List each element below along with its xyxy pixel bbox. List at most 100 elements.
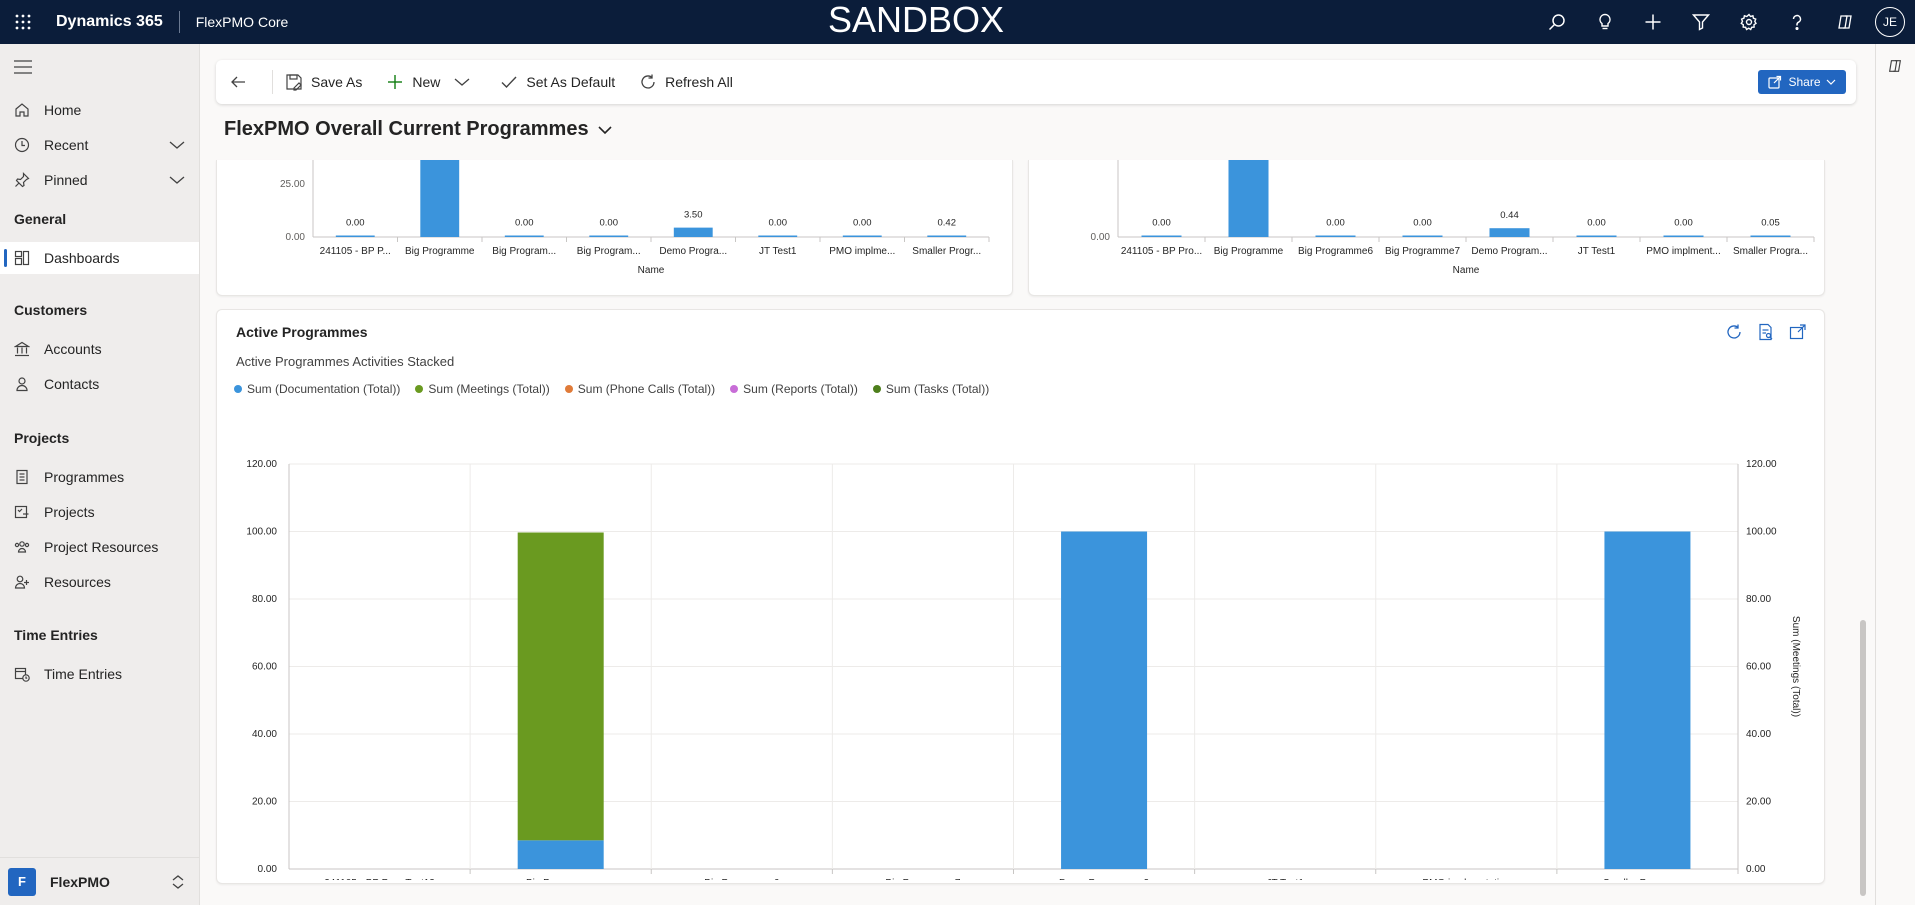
share-button[interactable]: Share xyxy=(1758,70,1846,94)
sidebar-item-dashboards[interactable]: Dashboards xyxy=(0,242,199,274)
sidebar-item-project-resources[interactable]: Project Resources xyxy=(0,531,199,563)
legend-item[interactable]: Sum (Documentation (Total)) xyxy=(234,382,400,396)
view-records-icon[interactable] xyxy=(1750,320,1782,344)
x-tick-label: 241105 - BP Prog Test13 xyxy=(324,878,435,880)
bank-icon xyxy=(14,341,30,357)
chevron-down-icon[interactable] xyxy=(169,173,185,189)
help-icon[interactable] xyxy=(1773,0,1821,44)
gear-icon[interactable] xyxy=(1725,0,1773,44)
legend-item[interactable]: Sum (Reports (Total)) xyxy=(730,382,858,396)
sidebar-item-label: Contacts xyxy=(44,376,100,392)
sidebar-item-projects[interactable]: Projects xyxy=(0,496,199,528)
x-tick-label: Demo Programme 2 xyxy=(1059,878,1149,880)
legend-item[interactable]: Sum (Tasks (Total)) xyxy=(872,382,990,396)
user-avatar[interactable]: JE xyxy=(1875,7,1905,37)
sidebar-item-programmes[interactable]: Programmes xyxy=(0,461,199,493)
y2-tick-label: 120.00 xyxy=(1746,459,1777,470)
expand-icon[interactable] xyxy=(1782,320,1814,344)
save-as-button[interactable]: Save As xyxy=(277,60,370,104)
app-launcher-icon[interactable] xyxy=(0,0,46,44)
bar[interactable] xyxy=(927,235,967,238)
hamburger-menu-icon[interactable] xyxy=(14,60,32,79)
set-as-default-button[interactable]: Set As Default xyxy=(492,60,623,104)
legend-label: Sum (Tasks (Total)) xyxy=(885,382,990,396)
sidebar-item-label: Resources xyxy=(44,574,111,590)
new-button[interactable]: New xyxy=(378,60,448,104)
sidebar-item-contacts[interactable]: Contacts xyxy=(0,368,199,400)
bar[interactable] xyxy=(1402,235,1443,238)
sidebar-item-label: Programmes xyxy=(44,469,125,485)
legend-marker xyxy=(872,385,881,393)
app-name[interactable]: FlexPMO Core xyxy=(195,14,289,30)
sidebar-item-pinned[interactable]: Pinned xyxy=(0,164,199,196)
bar[interactable] xyxy=(1576,235,1617,238)
copilot-pane-icon[interactable] xyxy=(1887,58,1903,79)
legend-item[interactable]: Sum (Phone Calls (Total)) xyxy=(564,382,715,396)
bar[interactable] xyxy=(673,227,713,237)
bar[interactable] xyxy=(504,235,544,238)
data-label: 0.00 xyxy=(1674,218,1693,229)
y2-tick-label: 60.00 xyxy=(1746,662,1771,673)
top-chart-card-1: 25.00 0.00 0.00 241105 - BP P... Big Program… xyxy=(216,160,1013,296)
data-label: 0.00 xyxy=(1587,218,1606,229)
back-button[interactable] xyxy=(216,60,268,104)
bar[interactable] xyxy=(1750,235,1791,238)
page-scrollbar[interactable] xyxy=(1860,620,1866,896)
bar[interactable] xyxy=(1141,235,1182,238)
project-icon xyxy=(14,504,30,520)
bar[interactable] xyxy=(1489,228,1530,237)
chevron-down-icon[interactable] xyxy=(169,138,185,154)
plus-icon[interactable] xyxy=(1629,0,1677,44)
sidebar-item-time-entries[interactable]: Time Entries xyxy=(0,658,199,690)
legend-label: Sum (Documentation (Total)) xyxy=(247,382,401,396)
x-axis-title: Name xyxy=(638,265,665,276)
refresh-all-button[interactable]: Refresh All xyxy=(631,60,741,104)
bar[interactable] xyxy=(1663,235,1704,238)
bar[interactable] xyxy=(842,235,882,238)
bar[interactable] xyxy=(335,235,375,238)
brand-name[interactable]: Dynamics 365 xyxy=(56,13,163,30)
y2-tick-label: 20.00 xyxy=(1746,797,1771,808)
sidebar-item-resources[interactable]: Resources xyxy=(0,566,199,598)
new-dropdown-button[interactable] xyxy=(448,60,484,104)
bar[interactable] xyxy=(420,160,460,237)
y-tick-label: 100.00 xyxy=(246,527,277,538)
chevron-up-down-icon[interactable] xyxy=(171,874,185,895)
bar[interactable] xyxy=(589,235,629,238)
search-icon[interactable] xyxy=(1533,0,1581,44)
data-label: 0.00 xyxy=(346,218,365,229)
refresh-icon xyxy=(641,74,655,89)
data-label: 0.00 xyxy=(1152,218,1171,229)
sidebar-item-label: Recent xyxy=(44,137,89,153)
data-label: 0.00 xyxy=(1326,218,1345,229)
bar-segment[interactable] xyxy=(517,840,604,869)
bar-segment[interactable] xyxy=(1604,531,1691,870)
area-switcher[interactable]: F FlexPMO xyxy=(0,857,199,905)
x-tick-label: JT Test1 xyxy=(1578,246,1616,257)
x-tick-label: Big Programme7 xyxy=(1385,246,1460,257)
bar[interactable] xyxy=(1315,235,1356,238)
top-chart-2: 0.00 0.00 241105 - BP Pro... Big Programme 0… xyxy=(1091,160,1815,276)
sidebar-item-accounts[interactable]: Accounts xyxy=(0,333,199,365)
bar[interactable] xyxy=(758,235,798,238)
bar[interactable] xyxy=(1228,160,1269,237)
bar-segment[interactable] xyxy=(517,532,604,841)
y-tick-label: 20.00 xyxy=(252,797,277,808)
data-label: 0.00 xyxy=(769,218,788,229)
filter-icon[interactable] xyxy=(1677,0,1725,44)
refresh-icon[interactable] xyxy=(1718,320,1750,344)
lightbulb-icon[interactable] xyxy=(1581,0,1629,44)
calendar-clock-icon xyxy=(14,666,30,682)
legend-item[interactable]: Sum (Meetings (Total)) xyxy=(415,382,550,396)
home-icon xyxy=(14,102,30,118)
y2-tick-label: 100.00 xyxy=(1746,527,1777,538)
dashboard-title-selector[interactable]: FlexPMO Overall Current Programmes xyxy=(224,118,613,141)
refresh-all-label: Refresh All xyxy=(665,74,733,90)
legend-marker xyxy=(234,385,242,393)
sidebar-item-recent[interactable]: Recent xyxy=(0,129,199,161)
right-rail xyxy=(1875,44,1915,905)
bar-segment[interactable] xyxy=(1061,531,1148,870)
copilot-icon[interactable] xyxy=(1821,0,1869,44)
sidebar-item-home[interactable]: Home xyxy=(0,94,199,126)
data-label: 0.44 xyxy=(1500,210,1519,221)
